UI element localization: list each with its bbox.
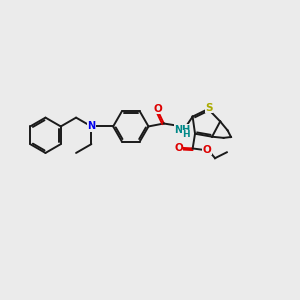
Text: NH: NH	[174, 125, 190, 135]
Text: O: O	[202, 145, 211, 155]
Text: O: O	[174, 143, 183, 153]
Text: S: S	[205, 103, 212, 112]
Text: N: N	[87, 122, 95, 131]
Text: H: H	[182, 130, 190, 139]
Text: O: O	[154, 104, 162, 114]
